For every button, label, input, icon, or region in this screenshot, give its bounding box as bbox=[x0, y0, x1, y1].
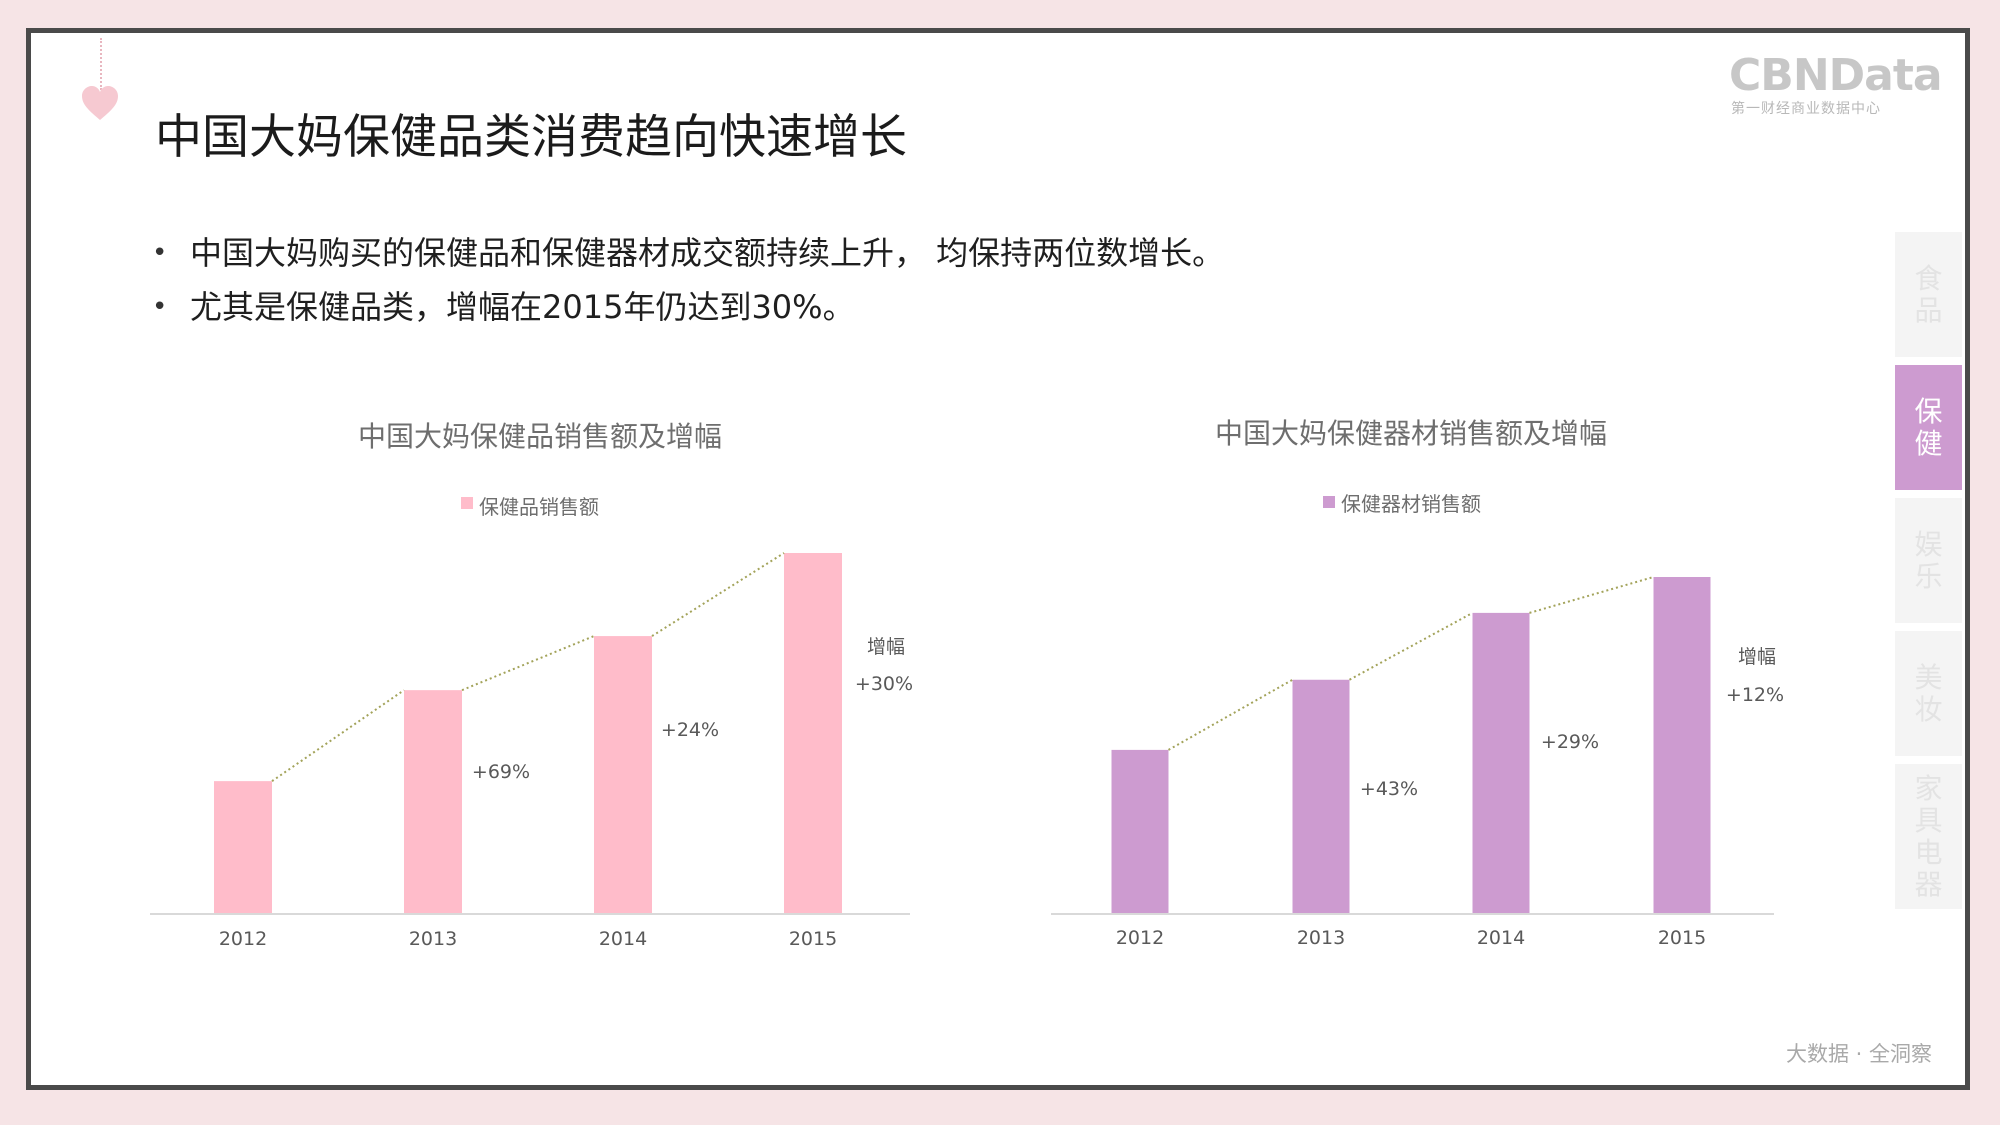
side-tab-label: 电 bbox=[1914, 835, 1943, 869]
side-tab-label: 器 bbox=[1914, 867, 1943, 901]
side-tab-entertainment[interactable]: 娱 乐 bbox=[1895, 498, 1962, 623]
side-tab-food[interactable]: 食 品 bbox=[1895, 232, 1962, 357]
side-tab-nav: 食 品 保 健 娱 乐 美 妆 家 具 电 器 bbox=[1895, 232, 1962, 917]
side-tab-label: 食 bbox=[1914, 261, 1943, 295]
side-tab-appliances[interactable]: 家 具 电 器 bbox=[1895, 764, 1962, 909]
slide-frame bbox=[26, 28, 1970, 1090]
side-tab-label: 娱 bbox=[1914, 527, 1943, 561]
side-tab-label: 妆 bbox=[1914, 692, 1943, 726]
side-tab-label: 健 bbox=[1914, 426, 1943, 460]
bullet-item: 尤其是保健品类，增幅在2015年仍达到30%。 bbox=[152, 280, 1224, 334]
side-tab-label: 家 bbox=[1914, 771, 1943, 805]
heart-string bbox=[100, 38, 102, 90]
brand-name: CBNData bbox=[1729, 50, 1943, 101]
brand-logo: CBNData 第一财经商业数据中心 bbox=[1729, 50, 1943, 122]
side-tab-label: 保 bbox=[1914, 394, 1943, 428]
page-title: 中国大妈保健品类消费趋向快速增长 bbox=[155, 110, 907, 165]
side-tab-label: 具 bbox=[1914, 803, 1943, 837]
bullet-item: 中国大妈购买的保健品和保健器材成交额持续上升， 均保持两位数增长。 bbox=[152, 226, 1224, 280]
side-tab-label: 品 bbox=[1914, 293, 1943, 327]
footer-slogan: 大数据 · 全洞察 bbox=[1786, 1042, 1933, 1066]
bullet-list: 中国大妈购买的保健品和保健器材成交额持续上升， 均保持两位数增长。 尤其是保健品… bbox=[152, 226, 1224, 334]
brand-subtitle: 第一财经商业数据中心 bbox=[1731, 101, 1881, 117]
side-tab-beauty[interactable]: 美 妆 bbox=[1895, 631, 1962, 756]
heart-icon bbox=[82, 86, 118, 120]
side-tab-label: 美 bbox=[1914, 660, 1943, 694]
side-tab-label: 乐 bbox=[1914, 559, 1943, 593]
side-tab-health[interactable]: 保 健 bbox=[1895, 365, 1962, 490]
